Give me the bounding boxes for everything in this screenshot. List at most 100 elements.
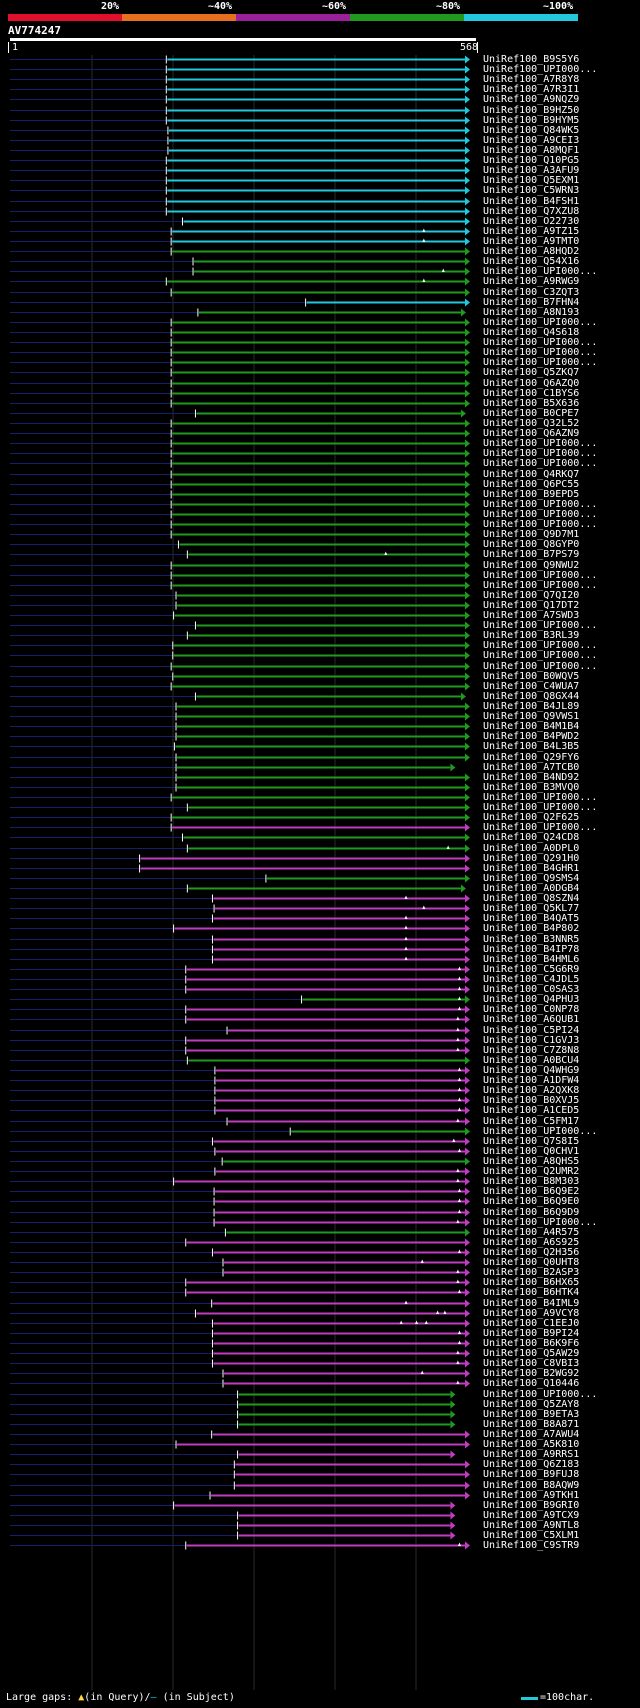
hit-label[interactable]: UniRef100_UPI000... xyxy=(483,619,598,631)
hit-label[interactable]: UniRef100_Q7XZU8 xyxy=(483,205,580,217)
hit-label[interactable]: UniRef100_B9FUJ8 xyxy=(483,1468,580,1480)
hit-label[interactable]: UniRef100_B9EPD5 xyxy=(483,488,580,500)
hit-label[interactable]: UniRef100_B3MVQ0 xyxy=(483,781,580,793)
hit-label[interactable]: UniRef100_A8MQF1 xyxy=(483,144,580,156)
hit-label[interactable]: UniRef100_UPI000... xyxy=(483,649,598,661)
hit-label[interactable]: UniRef100_Q32L52 xyxy=(483,417,580,429)
hit-label[interactable]: UniRef100_Q9D7M1 xyxy=(483,528,580,540)
hit-label[interactable]: UniRef100_A5K810 xyxy=(483,1438,580,1450)
hit-label[interactable]: UniRef100_B4M1B4 xyxy=(483,720,580,732)
hit-label[interactable]: UniRef100_A9VCY8 xyxy=(483,1307,580,1319)
hit-label[interactable]: UniRef100_B3NNR5 xyxy=(483,933,580,945)
hit-label[interactable]: UniRef100_Q0UHT8 xyxy=(483,1256,580,1268)
hit-label[interactable]: UniRef100_B7PS79 xyxy=(483,548,580,560)
hit-label[interactable]: UniRef100_A8N193 xyxy=(483,306,580,318)
hit-label[interactable]: UniRef100_UPI000... xyxy=(483,346,598,358)
hit-label[interactable]: UniRef100_C9STR9 xyxy=(483,1539,580,1551)
hit-label[interactable]: UniRef100_C0SAS3 xyxy=(483,983,580,995)
hit-label[interactable]: UniRef100_A9TCX9 xyxy=(483,1509,580,1521)
hit-label[interactable]: UniRef100_Q9SMS4 xyxy=(483,872,580,884)
hit-label[interactable]: UniRef100_A9CEI3 xyxy=(483,134,580,146)
hit-label[interactable]: UniRef100_O22730 xyxy=(483,215,580,227)
hit-label[interactable]: UniRef100_UPI000... xyxy=(483,639,598,651)
hit-label[interactable]: UniRef100_B8A871 xyxy=(483,1418,580,1430)
hit-label[interactable]: UniRef100_B0XVJ5 xyxy=(483,1094,580,1106)
hit-label[interactable]: UniRef100_UPI000... xyxy=(483,569,598,581)
hit-label[interactable]: UniRef100_A7TCB0 xyxy=(483,761,580,773)
hit-label[interactable]: UniRef100_B6Q9E2 xyxy=(483,1185,580,1197)
hit-label[interactable]: UniRef100_A8HQD2 xyxy=(483,245,580,257)
hit-label[interactable]: UniRef100_Q54X16 xyxy=(483,255,580,267)
hit-label[interactable]: UniRef100_B9GRI0 xyxy=(483,1499,580,1511)
hit-label[interactable]: UniRef100_B7FHN4 xyxy=(483,296,580,308)
hit-label[interactable]: UniRef100_A0DPL0 xyxy=(483,842,580,854)
hit-label[interactable]: UniRef100_Q6Z183 xyxy=(483,1458,580,1470)
hit-label[interactable]: UniRef100_Q4WHG9 xyxy=(483,1064,580,1076)
hit-label[interactable]: UniRef100_B6K9F6 xyxy=(483,1337,580,1349)
hit-label[interactable]: UniRef100_A7R8Y8 xyxy=(483,73,580,85)
hit-label[interactable]: UniRef100_B6HTK4 xyxy=(483,1286,580,1298)
hit-label[interactable]: UniRef100_Q5ZKQ7 xyxy=(483,366,580,378)
hit-label[interactable]: UniRef100_Q2UMR2 xyxy=(483,1165,580,1177)
hit-label[interactable]: UniRef100_UPI000... xyxy=(483,316,598,328)
hit-label[interactable]: UniRef100_Q6AZN9 xyxy=(483,427,580,439)
hit-label[interactable]: UniRef100_A9RRS1 xyxy=(483,1448,580,1460)
hit-label[interactable]: UniRef100_C1EEJ0 xyxy=(483,1317,580,1329)
hit-label[interactable]: UniRef100_UPI000... xyxy=(483,1216,598,1228)
hit-label[interactable]: UniRef100_UPI000... xyxy=(483,437,598,449)
hit-label[interactable]: UniRef100_Q7QI20 xyxy=(483,589,580,601)
hit-label[interactable]: UniRef100_Q7S8I5 xyxy=(483,1135,580,1147)
hit-label[interactable]: UniRef100_A7SWD3 xyxy=(483,609,580,621)
hit-label[interactable]: UniRef100_C4WUA7 xyxy=(483,680,580,692)
hit-label[interactable]: UniRef100_B4IML9 xyxy=(483,1297,580,1309)
hit-label[interactable]: UniRef100_C5WRN3 xyxy=(483,184,580,196)
hit-label[interactable]: UniRef100_C5FM17 xyxy=(483,1115,580,1127)
hit-label[interactable]: UniRef100_B2WG92 xyxy=(483,1367,580,1379)
hit-label[interactable]: UniRef100_UPI000... xyxy=(483,336,598,348)
hit-label[interactable]: UniRef100_B6HX65 xyxy=(483,1276,580,1288)
hit-label[interactable]: UniRef100_UPI000... xyxy=(483,356,598,368)
hit-label[interactable]: UniRef100_B8AQW9 xyxy=(483,1479,580,1491)
hit-label[interactable]: UniRef100_C1GVJ3 xyxy=(483,1034,580,1046)
hit-label[interactable]: UniRef100_B4ND92 xyxy=(483,771,580,783)
hit-label[interactable]: UniRef100_Q8GX44 xyxy=(483,690,580,702)
hit-label[interactable]: UniRef100_B4QAT5 xyxy=(483,912,580,924)
hit-label[interactable]: UniRef100_A7R3I1 xyxy=(483,83,580,95)
hit-label[interactable]: UniRef100_Q10446 xyxy=(483,1377,580,1389)
hit-label[interactable]: UniRef100_A9TKH1 xyxy=(483,1489,580,1501)
hit-label[interactable]: UniRef100_A6QUB1 xyxy=(483,1013,580,1025)
hit-label[interactable]: UniRef100_B9PI24 xyxy=(483,1327,580,1339)
hit-label[interactable]: UniRef100_A0BCU4 xyxy=(483,1054,580,1066)
hit-label[interactable]: UniRef100_Q84WK5 xyxy=(483,124,580,136)
hit-label[interactable]: UniRef100_B0CPE7 xyxy=(483,407,580,419)
hit-label[interactable]: UniRef100_Q29FY6 xyxy=(483,751,580,763)
hit-label[interactable]: UniRef100_C4JDL5 xyxy=(483,973,580,985)
hit-label[interactable]: UniRef100_Q2F625 xyxy=(483,811,580,823)
hit-label[interactable]: UniRef100_UPI000... xyxy=(483,1125,598,1137)
hit-label[interactable]: UniRef100_B9ETA3 xyxy=(483,1408,580,1420)
hit-label[interactable]: UniRef100_A9TMT0 xyxy=(483,235,580,247)
hit-label[interactable]: UniRef100_Q2H356 xyxy=(483,1246,580,1258)
hit-label[interactable]: UniRef100_Q8GYP0 xyxy=(483,538,580,550)
hit-label[interactable]: UniRef100_B9S5Y6 xyxy=(483,53,580,65)
hit-label[interactable]: UniRef100_B4PWD2 xyxy=(483,730,580,742)
hit-label[interactable]: UniRef100_Q9NWU2 xyxy=(483,559,580,571)
hit-label[interactable]: UniRef100_B4GHR1 xyxy=(483,862,580,874)
hit-label[interactable]: UniRef100_UPI000... xyxy=(483,265,598,277)
hit-label[interactable]: UniRef100_A9TZ15 xyxy=(483,225,580,237)
hit-label[interactable]: UniRef100_UPI000... xyxy=(483,791,598,803)
hit-label[interactable]: UniRef100_B4HML6 xyxy=(483,953,580,965)
hit-label[interactable]: UniRef100_Q9VWS1 xyxy=(483,710,580,722)
hit-label[interactable]: UniRef100_B0WQV5 xyxy=(483,670,580,682)
hit-label[interactable]: UniRef100_UPI000... xyxy=(483,518,598,530)
hit-label[interactable]: UniRef100_Q4S618 xyxy=(483,326,580,338)
hit-label[interactable]: UniRef100_A6S925 xyxy=(483,1236,580,1248)
hit-label[interactable]: UniRef100_UPI000... xyxy=(483,457,598,469)
hit-label[interactable]: UniRef100_A1DFW4 xyxy=(483,1074,580,1086)
hit-label[interactable]: UniRef100_UPI000... xyxy=(483,63,598,75)
hit-label[interactable]: UniRef100_B6Q9D9 xyxy=(483,1206,580,1218)
hit-label[interactable]: UniRef100_B4JL89 xyxy=(483,700,580,712)
hit-label[interactable]: UniRef100_C0NP78 xyxy=(483,1003,580,1015)
hit-label[interactable]: UniRef100_Q5KL77 xyxy=(483,902,580,914)
hit-label[interactable]: UniRef100_B4L3B5 xyxy=(483,740,580,752)
